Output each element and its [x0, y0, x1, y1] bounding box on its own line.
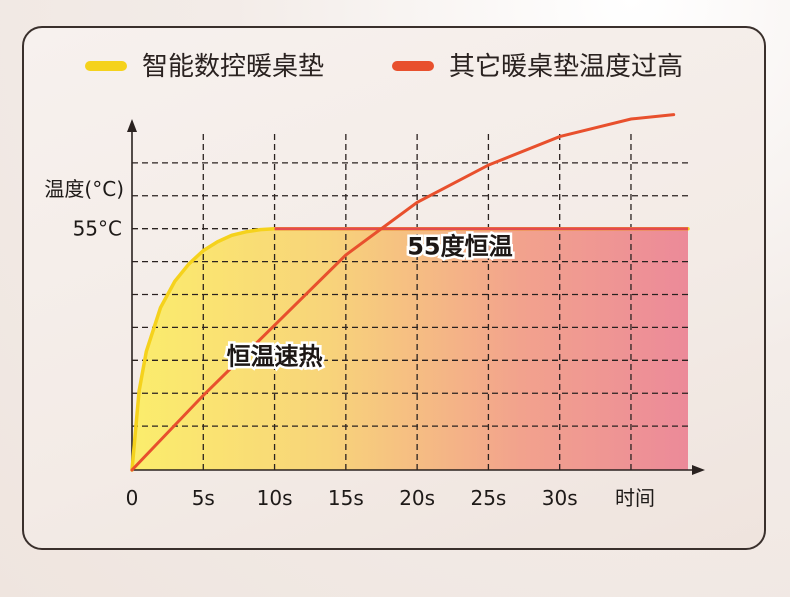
- axes: [127, 119, 705, 475]
- legend: 智能数控暖桌垫 其它暖桌垫温度过高: [85, 52, 683, 82]
- constant-temp-fill-area: [132, 228, 688, 470]
- y-axis-arrow: [127, 119, 137, 132]
- x-tick-label: 30s: [542, 486, 578, 510]
- x-tick-label: 10s: [257, 486, 293, 510]
- y-tick-55: 55°C: [73, 217, 122, 241]
- grid: [132, 131, 688, 470]
- annotation-constant-55: 55度恒温: [407, 233, 512, 261]
- x-axis-arrow: [692, 465, 705, 475]
- x-tick-label: 5s: [192, 486, 215, 510]
- legend-label-smart-mat: 智能数控暖桌垫: [142, 52, 324, 82]
- legend-swatch-red: [392, 61, 434, 71]
- x-axis-title: 时间: [615, 486, 655, 510]
- x-tick-label: 20s: [399, 486, 435, 510]
- annotation-fast-heating: 恒温速热: [227, 342, 323, 370]
- x-tick-labels: 0 5s 10s 15s 20s 25s 30s: [126, 486, 578, 510]
- legend-label-other-mat: 其它暖桌垫温度过高: [449, 52, 683, 82]
- series-line-other-mat: [130, 113, 676, 472]
- x-tick-label: 15s: [328, 486, 364, 510]
- y-axis-title: 温度(°C): [44, 177, 124, 201]
- x-tick-label: 25s: [470, 486, 506, 510]
- x-tick-label: 0: [126, 486, 139, 510]
- legend-swatch-yellow: [85, 61, 127, 71]
